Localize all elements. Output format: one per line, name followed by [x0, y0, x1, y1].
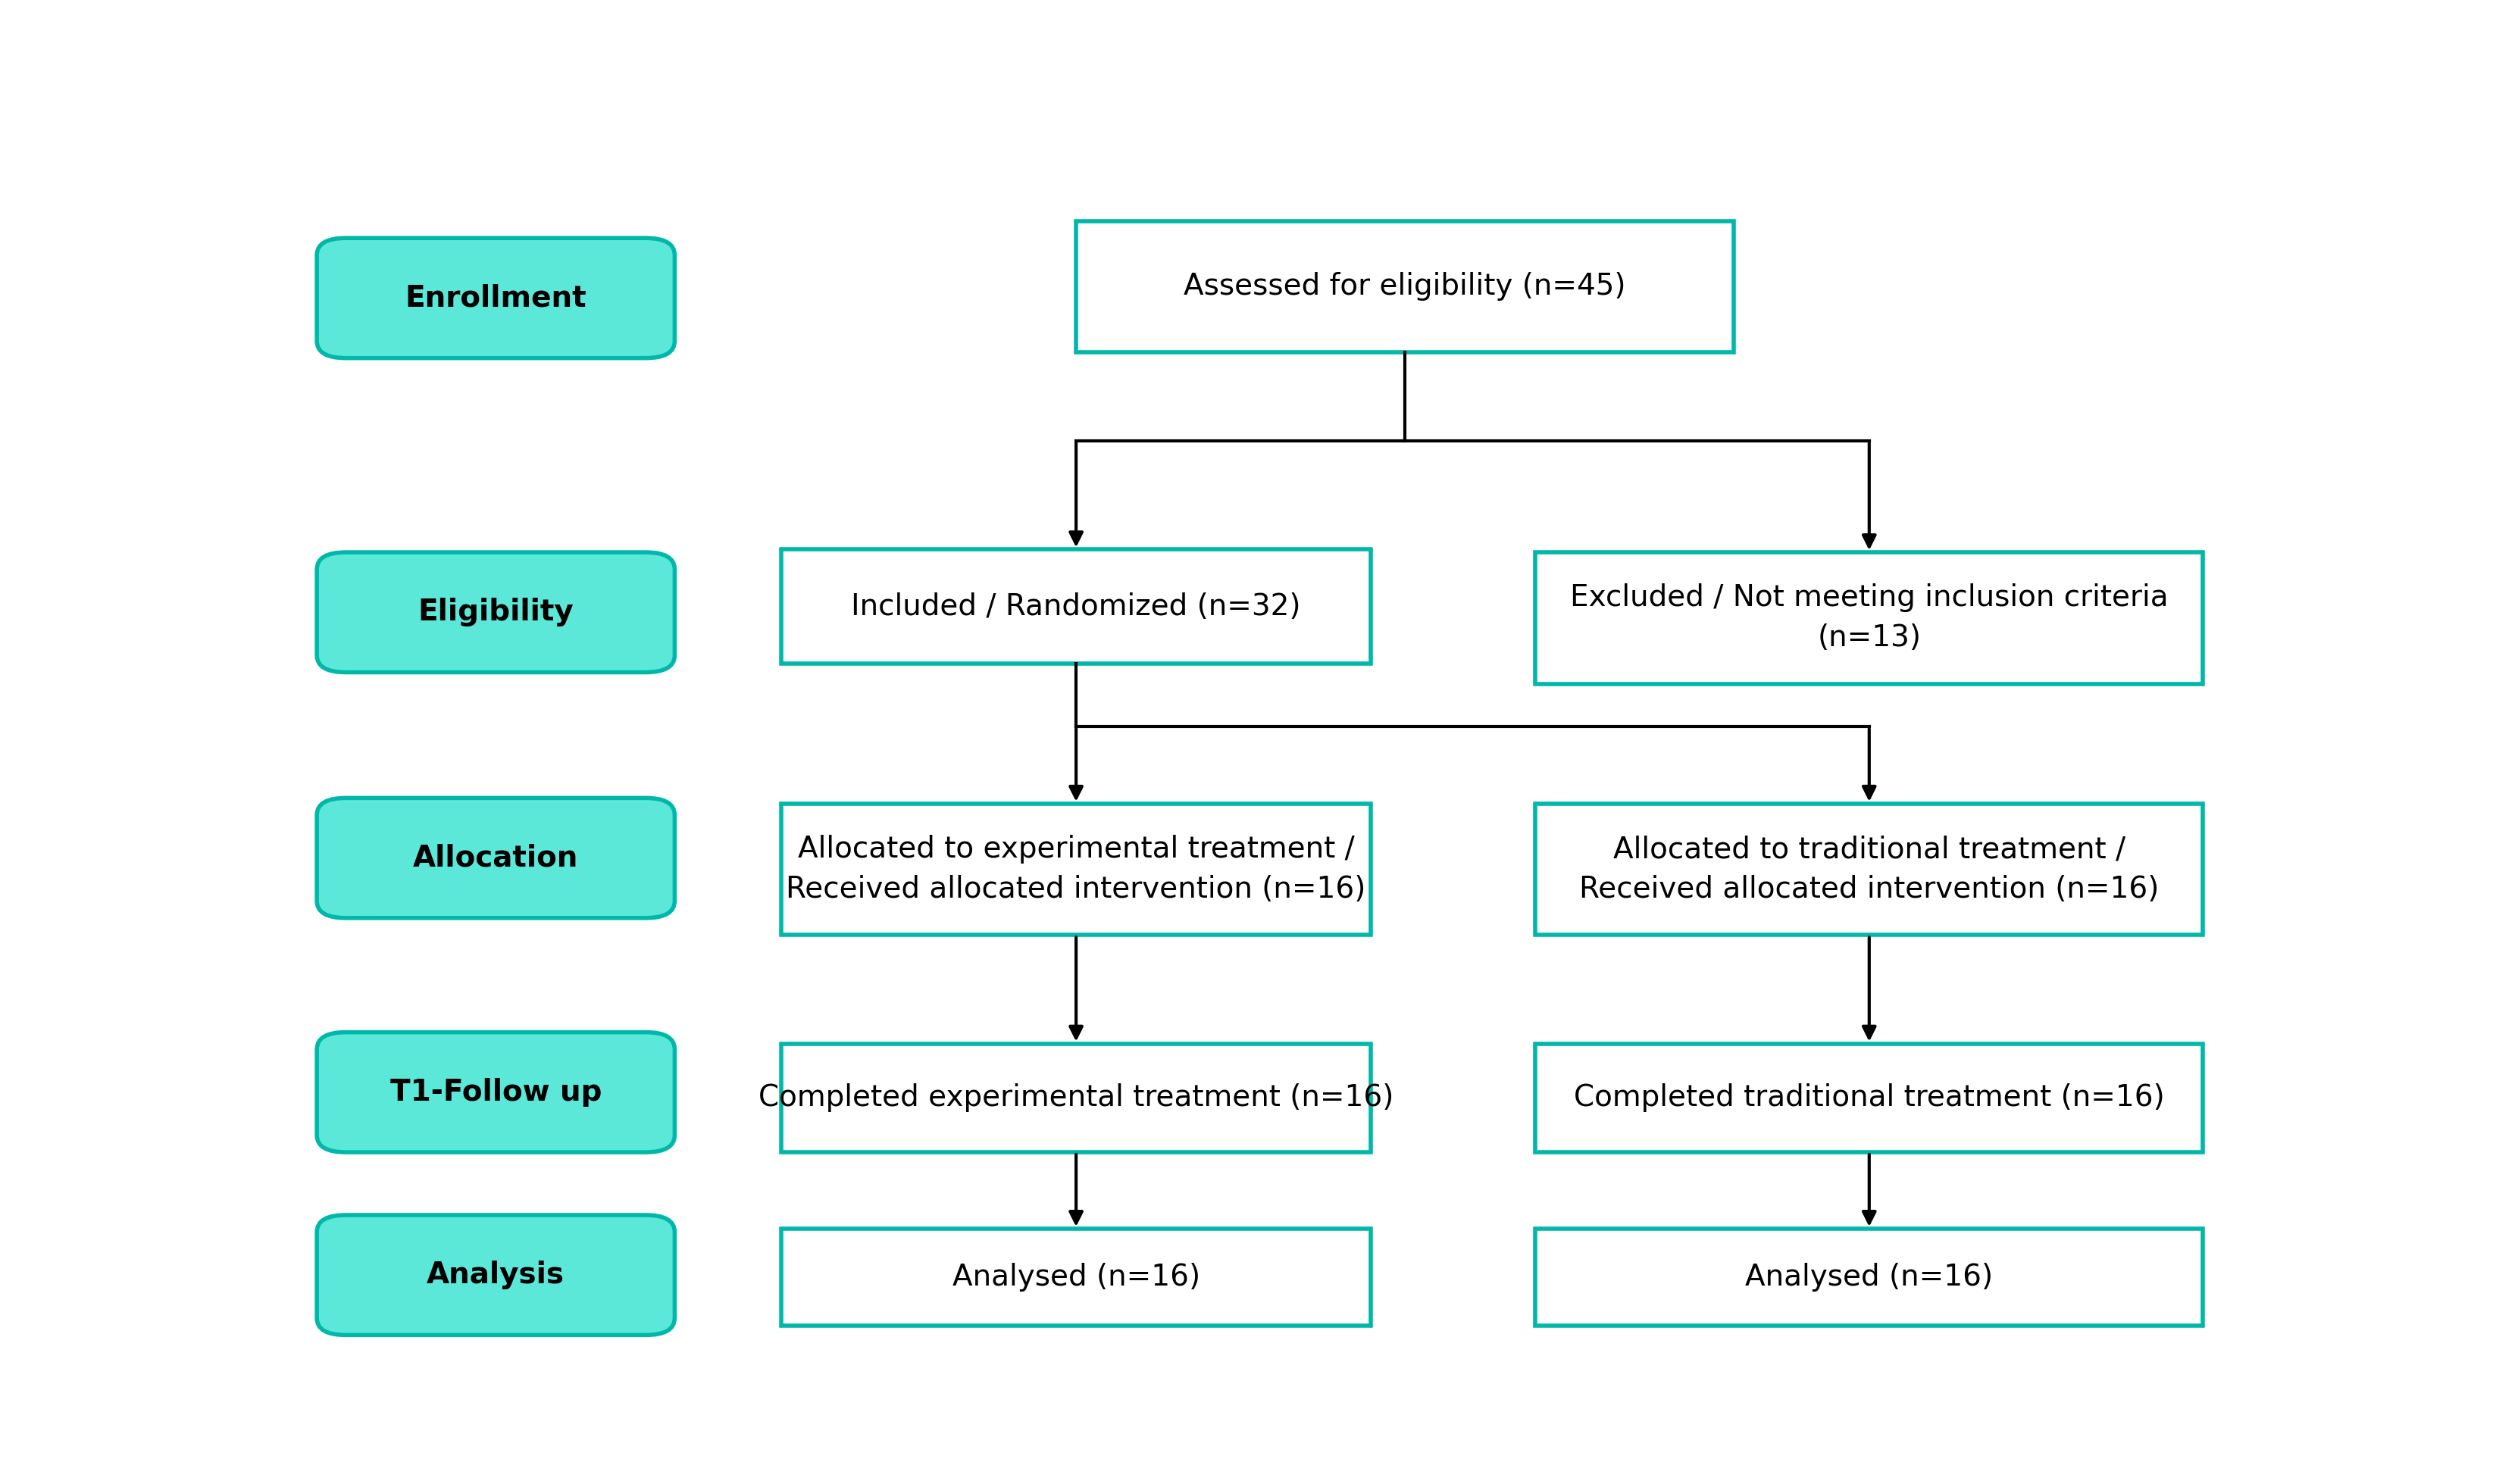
- Text: Enrollment: Enrollment: [404, 283, 587, 313]
- FancyBboxPatch shape: [781, 1229, 1370, 1325]
- Text: T1-Follow up: T1-Follow up: [389, 1077, 602, 1107]
- Text: Analysis: Analysis: [427, 1261, 564, 1290]
- FancyBboxPatch shape: [317, 1033, 674, 1152]
- FancyBboxPatch shape: [317, 1215, 674, 1336]
- Text: Allocated to traditional treatment /
Received allocated intervention (n=16): Allocated to traditional treatment / Rec…: [1580, 835, 2159, 904]
- FancyBboxPatch shape: [1076, 221, 1735, 352]
- FancyBboxPatch shape: [317, 552, 674, 672]
- Text: Eligibility: Eligibility: [417, 598, 574, 626]
- Text: Included / Randomized (n=32): Included / Randomized (n=32): [851, 592, 1300, 620]
- Text: Completed traditional treatment (n=16): Completed traditional treatment (n=16): [1575, 1083, 2164, 1113]
- Text: Excluded / Not meeting inclusion criteria
(n=13): Excluded / Not meeting inclusion criteri…: [1570, 583, 2169, 653]
- FancyBboxPatch shape: [781, 1043, 1370, 1152]
- Text: Completed experimental treatment (n=16): Completed experimental treatment (n=16): [759, 1083, 1393, 1113]
- FancyBboxPatch shape: [781, 549, 1370, 663]
- FancyBboxPatch shape: [317, 798, 674, 919]
- Text: Allocated to experimental treatment /
Received allocated intervention (n=16): Allocated to experimental treatment / Re…: [786, 835, 1365, 904]
- FancyBboxPatch shape: [1535, 804, 2204, 935]
- Text: Analysed (n=16): Analysed (n=16): [1745, 1263, 1994, 1291]
- FancyBboxPatch shape: [1535, 1229, 2204, 1325]
- Text: Analysed (n=16): Analysed (n=16): [951, 1263, 1201, 1291]
- Text: Assessed for eligibility (n=45): Assessed for eligibility (n=45): [1183, 272, 1625, 301]
- FancyBboxPatch shape: [317, 237, 674, 358]
- FancyBboxPatch shape: [1535, 552, 2204, 684]
- FancyBboxPatch shape: [781, 804, 1370, 935]
- FancyBboxPatch shape: [1535, 1043, 2204, 1152]
- Text: Allocation: Allocation: [412, 843, 579, 873]
